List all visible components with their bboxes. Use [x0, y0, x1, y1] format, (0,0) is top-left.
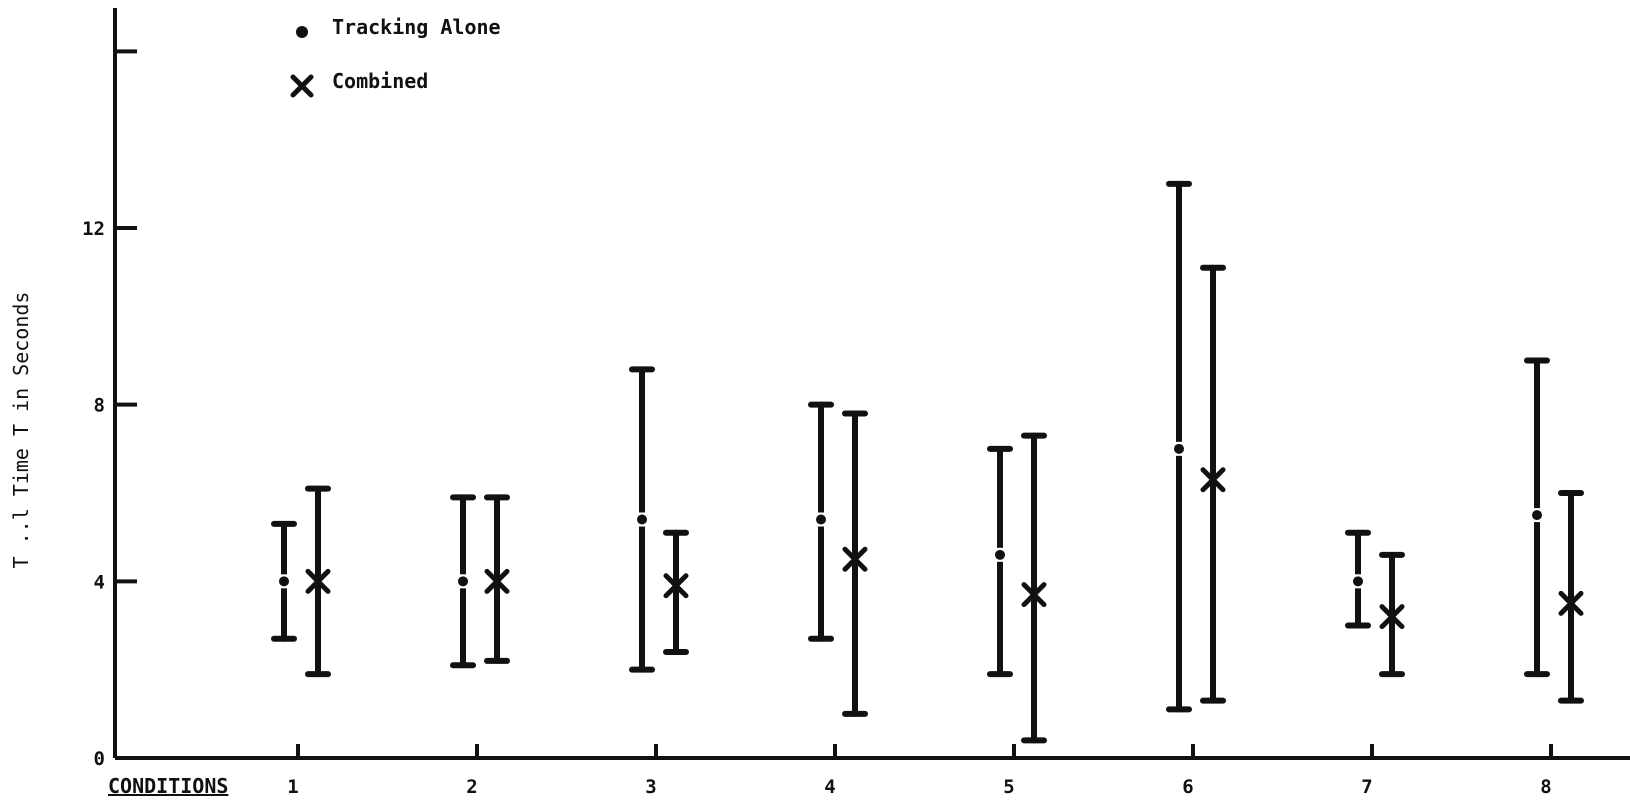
x-marker-stroke — [1021, 582, 1047, 608]
legend-label: Combined — [332, 69, 428, 93]
x-tick-label: 8 — [1540, 776, 1551, 798]
tracking-alone-point-4 — [808, 401, 834, 642]
legend-label: Tracking Alone — [332, 15, 501, 39]
x-tick-label: 2 — [466, 776, 477, 798]
combined-point-6 — [1200, 264, 1226, 704]
axes — [113, 8, 1630, 760]
x-marker-stroke — [305, 568, 331, 594]
y-axis-ticks: 0 4 8 12 — [82, 49, 137, 770]
x-tick-label: 6 — [1182, 776, 1193, 798]
y-axis-label: T ..l Time T in Seconds — [9, 292, 33, 569]
tracking-alone-point-5 — [987, 445, 1013, 678]
legend-x-marker — [290, 74, 314, 98]
x-tick-label: 7 — [1361, 776, 1372, 798]
combined-point-4 — [842, 410, 868, 717]
combined-point-2 — [484, 494, 510, 664]
x-marker-stroke — [663, 573, 689, 599]
x-axis-label: CONDITIONS — [108, 774, 228, 798]
combined-point-7 — [1379, 551, 1405, 678]
tracking-alone-point-7 — [1345, 529, 1371, 629]
legend-dot-marker — [296, 26, 308, 38]
x-marker-stroke — [484, 568, 510, 594]
tracking-alone-point-2 — [450, 494, 476, 669]
x-tick-label: 5 — [1003, 776, 1014, 798]
combined-point-5 — [1021, 432, 1047, 744]
combined-point-3 — [663, 529, 689, 655]
dot-marker — [1174, 443, 1184, 454]
tracking-alone-point-8 — [1524, 357, 1550, 678]
legend-item-combined: Combined — [290, 69, 428, 98]
x-axis-ticks: 1 2 3 4 5 6 7 8 — [287, 744, 1553, 798]
dot-marker — [279, 576, 289, 587]
x-marker-stroke — [1558, 590, 1584, 616]
dot-marker — [1353, 576, 1363, 587]
tracking-alone-point-1 — [271, 520, 297, 642]
dot-marker — [458, 576, 468, 587]
y-tick-label: 0 — [94, 748, 105, 770]
dot-marker — [816, 514, 826, 525]
legend-item-tracking-alone: Tracking Alone — [296, 15, 501, 39]
x-tick-label: 4 — [824, 776, 835, 798]
y-tick-label: 8 — [94, 395, 105, 417]
data-marks — [271, 180, 1584, 744]
legend: Tracking Alone Combined — [290, 15, 501, 98]
x-marker-stroke — [1379, 604, 1405, 630]
dot-marker — [1532, 510, 1542, 521]
x-tick-label: 1 — [287, 776, 298, 798]
x-marker-stroke — [1200, 467, 1226, 493]
y-tick-label: 4 — [94, 571, 105, 593]
combined-point-1 — [305, 485, 331, 678]
dot-marker — [637, 514, 647, 525]
x-tick-label: 3 — [645, 776, 656, 798]
tracking-alone-point-3 — [629, 366, 655, 673]
combined-point-8 — [1558, 490, 1584, 704]
x-marker-stroke — [842, 546, 868, 572]
tracking-alone-point-6 — [1166, 180, 1192, 713]
y-tick-label: 12 — [82, 218, 105, 240]
dot-marker — [995, 549, 1005, 560]
